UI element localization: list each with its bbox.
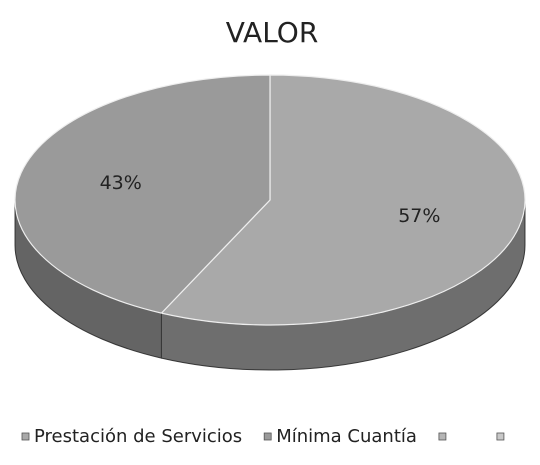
legend-marker: [438, 432, 447, 441]
legend-label: Prestación de Servicios: [34, 426, 242, 447]
slice-top: [160, 74, 526, 326]
data-label: 57%: [398, 205, 440, 227]
legend-label: Mínima Cuantía: [276, 426, 417, 447]
slice-side-shade: [15, 200, 162, 359]
legend-marker: [21, 432, 30, 441]
pie-slice: [14, 74, 271, 359]
pie-slice: [160, 74, 526, 371]
slice-top: [14, 74, 271, 314]
slice-side-shade: [161, 200, 526, 371]
legend-marker: [496, 432, 505, 441]
chart-title: VALOR: [226, 16, 319, 49]
legend-marker: [263, 432, 272, 441]
data-label: 43%: [100, 172, 142, 194]
